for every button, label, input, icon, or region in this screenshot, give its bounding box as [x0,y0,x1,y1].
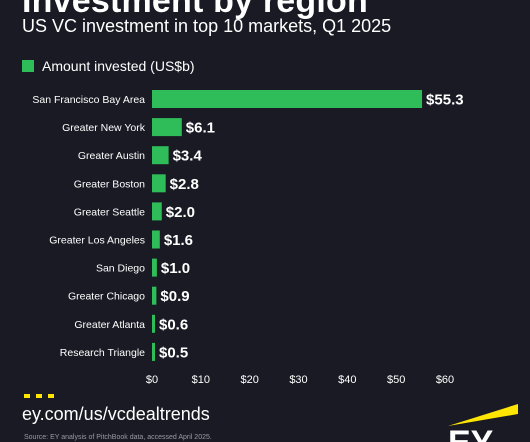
source-note: Source: EY analysis of PitchBook data, a… [24,434,212,441]
value-label: $2.0 [166,204,195,221]
value-label: $55.3 [426,92,464,109]
category-label: Greater Chicago [68,291,145,303]
x-tick-label: $0 [146,374,158,386]
legend: Amount invested (US$b) [22,58,195,74]
value-label: $0.6 [159,316,188,333]
bar [152,118,182,137]
bar [152,286,157,305]
chart-subtitle: US VC investment in top 10 markets, Q1 2… [22,16,392,36]
x-tick-label: $50 [387,374,405,386]
category-label: Greater Boston [74,178,145,190]
bar [152,342,155,361]
bar [152,202,162,221]
bar [152,314,155,333]
x-tick-label: $30 [289,374,307,386]
category-label: Greater Los Angeles [49,235,145,247]
x-tick-label: $10 [192,374,210,386]
svg-text:EY: EY [448,424,494,442]
value-label: $0.5 [159,344,188,361]
value-label: $2.8 [170,176,199,193]
value-label: $1.0 [161,260,190,277]
x-tick-label: $20 [240,374,258,386]
category-label: Greater Seattle [74,206,145,218]
legend-swatch [22,60,34,72]
category-label: Greater New York [62,122,146,134]
bar [152,174,166,193]
value-label: $6.1 [186,120,215,137]
value-label: $3.4 [173,148,203,165]
chart-title: Investment by region [22,0,368,20]
bar [152,146,169,165]
category-label: San Francisco Bay Area [32,94,145,106]
category-label: Research Triangle [60,347,145,359]
category-label: Greater Austin [78,150,145,162]
category-label: Greater Atlanta [74,319,145,331]
ey-logo: EY [448,404,518,442]
bar [152,230,160,249]
footer-link[interactable]: ey.com/us/vcdealtrends [22,404,210,424]
bar [152,258,157,277]
bar-chart: San Francisco Bay Area $55.3 Greater New Y… [32,90,464,386]
value-label: $1.6 [164,232,193,249]
value-label: $0.9 [160,288,189,305]
legend-label: Amount invested (US$b) [42,58,195,74]
ey-dots-decoration [24,394,60,398]
x-tick-label: $60 [436,374,454,386]
category-label: San Diego [96,263,145,275]
x-tick-label: $40 [338,374,356,386]
bar [152,90,423,108]
